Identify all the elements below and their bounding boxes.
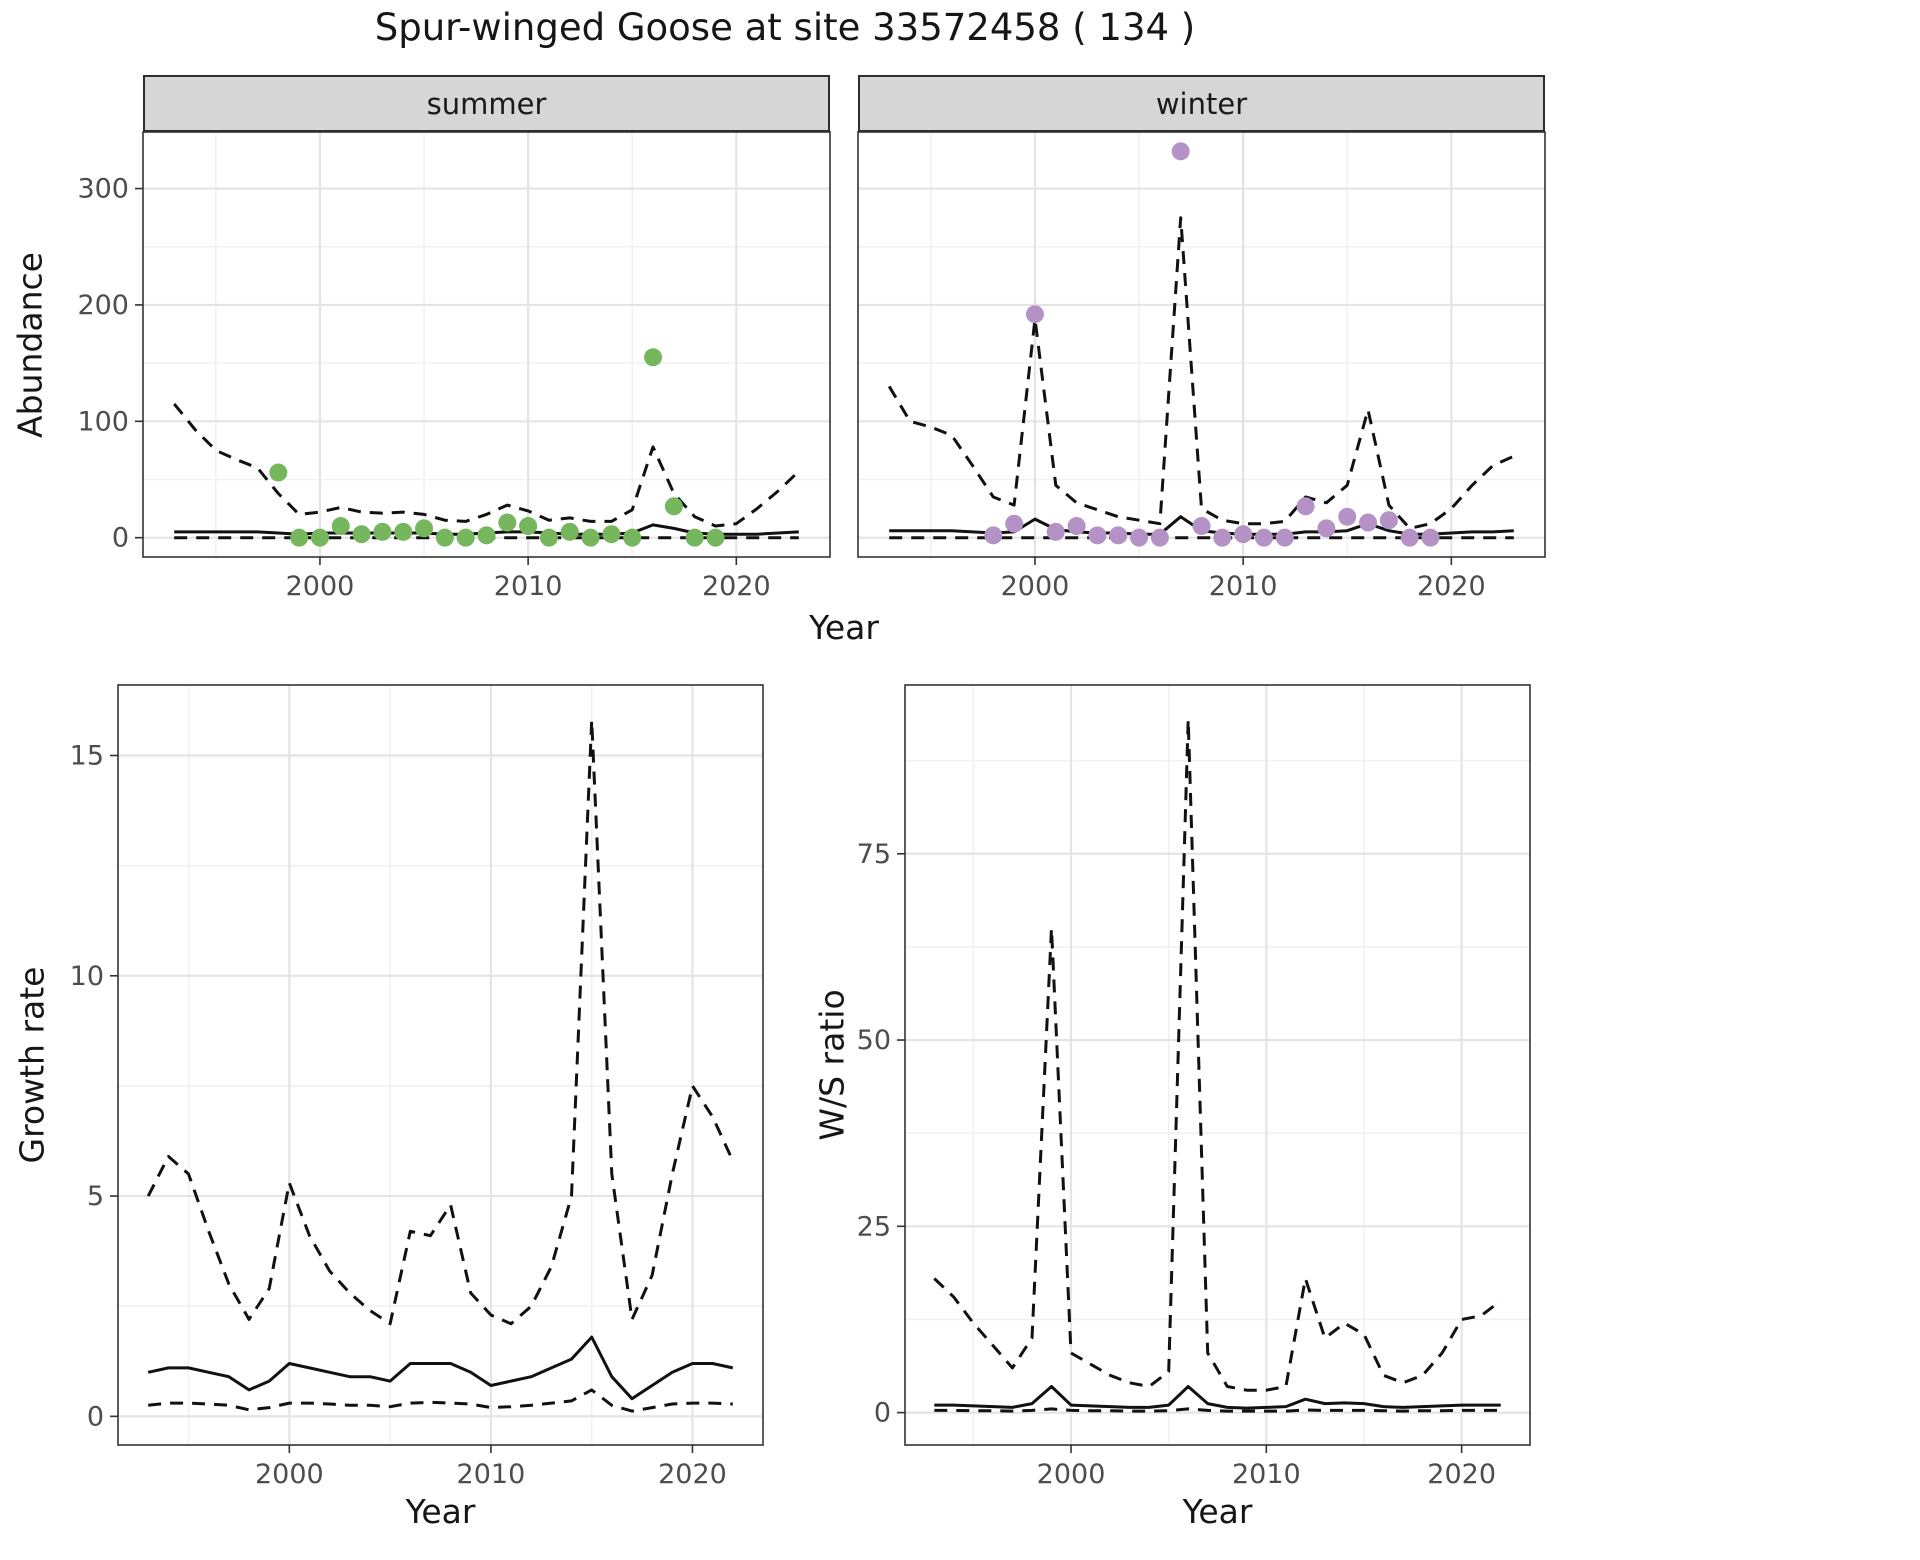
ws-ratio-x-axis-title: Year: [1182, 1492, 1253, 1531]
observed-count-point: [269, 463, 288, 482]
facet-strip-label: summer: [426, 86, 547, 121]
svg-text:2010: 2010: [457, 1459, 526, 1490]
observed-count-point: [539, 528, 558, 547]
figure-title: Spur-winged Goose at site 33572458 ( 134…: [374, 6, 1196, 49]
observed-count-point: [373, 522, 392, 541]
svg-text:2020: 2020: [1427, 1459, 1496, 1490]
growth-rate-x-axis-title: Year: [405, 1492, 476, 1531]
facet-strip-summer: summer: [143, 75, 830, 132]
svg-text:2020: 2020: [702, 571, 771, 602]
observed-count-point: [1192, 517, 1211, 536]
observed-count-point: [1109, 526, 1128, 545]
observed-count-point: [1379, 511, 1398, 530]
observed-count-point: [331, 517, 350, 536]
svg-text:50: 50: [857, 1025, 891, 1056]
observed-count-point: [477, 526, 496, 545]
observed-count-point: [685, 528, 704, 547]
svg-text:2000: 2000: [286, 571, 355, 602]
observed-count-point: [706, 528, 725, 547]
observed-count-point: [602, 525, 621, 544]
observed-count-point: [1025, 305, 1044, 324]
growth-rate-y-axis-title: Growth rate: [12, 966, 52, 1164]
svg-text:2020: 2020: [658, 1459, 727, 1490]
facet-strip-winter: winter: [858, 75, 1545, 132]
facet-strip-label: winter: [1155, 86, 1248, 121]
observed-count-point: [1171, 142, 1190, 161]
observed-count-point: [1234, 525, 1253, 544]
svg-text:2020: 2020: [1417, 571, 1486, 602]
svg-text:75: 75: [857, 839, 891, 870]
observed-count-point: [1130, 528, 1149, 547]
observed-count-point: [290, 528, 309, 547]
observed-count-point: [1317, 519, 1336, 538]
ws-ratio-chart: 2000 2010 2020 0 25 50 75: [857, 684, 1531, 1490]
svg-text:100: 100: [77, 406, 129, 437]
svg-text:15: 15: [70, 740, 104, 771]
observed-count-point: [1046, 522, 1065, 541]
svg-text:0: 0: [874, 1398, 891, 1429]
observed-count-point: [1338, 507, 1357, 526]
observed-count-point: [1275, 528, 1294, 547]
svg-text:5: 5: [87, 1181, 104, 1212]
svg-text:300: 300: [77, 174, 129, 205]
svg-text:2000: 2000: [1037, 1459, 1106, 1490]
observed-count-point: [1005, 514, 1024, 533]
observed-count-point: [664, 497, 683, 516]
observed-count-point: [456, 528, 475, 547]
observed-count-point: [623, 528, 642, 547]
observed-count-point: [1296, 497, 1315, 516]
svg-text:2010: 2010: [1232, 1459, 1301, 1490]
svg-text:2000: 2000: [1001, 571, 1070, 602]
observed-count-point: [519, 517, 538, 536]
svg-text:0: 0: [87, 1401, 104, 1432]
growth-rate-chart: 2000 2010 2020 0 5 10 15: [70, 684, 764, 1490]
observed-count-point: [644, 348, 663, 367]
svg-text:0: 0: [112, 523, 129, 554]
observed-count-point: [1150, 528, 1169, 547]
abundance-x-axis-title: Year: [809, 608, 879, 647]
observed-count-point: [1088, 526, 1107, 545]
svg-text:25: 25: [857, 1211, 891, 1242]
observed-count-point: [581, 528, 600, 547]
observed-count-point: [310, 528, 329, 547]
observed-count-point: [984, 526, 1003, 545]
abundance-faceted-chart: 2000 2010 2020 0 100 200 300 2000 2010 2020: [77, 131, 1546, 602]
observed-count-point: [560, 522, 579, 541]
svg-text:2000: 2000: [255, 1459, 324, 1490]
svg-text:10: 10: [70, 961, 104, 992]
observed-count-point: [394, 522, 413, 541]
observed-count-point: [498, 513, 517, 532]
observed-count-point: [415, 519, 434, 538]
observed-count-point: [435, 528, 454, 547]
observed-count-point: [1400, 528, 1419, 547]
observed-count-point: [1213, 528, 1232, 547]
svg-text:2010: 2010: [494, 571, 563, 602]
observed-count-point: [1359, 513, 1378, 532]
svg-text:200: 200: [77, 290, 129, 321]
observed-count-point: [1067, 517, 1086, 536]
svg-text:2010: 2010: [1209, 571, 1278, 602]
observed-count-point: [1421, 528, 1440, 547]
observed-count-point: [1254, 528, 1273, 547]
observed-count-point: [352, 525, 371, 544]
